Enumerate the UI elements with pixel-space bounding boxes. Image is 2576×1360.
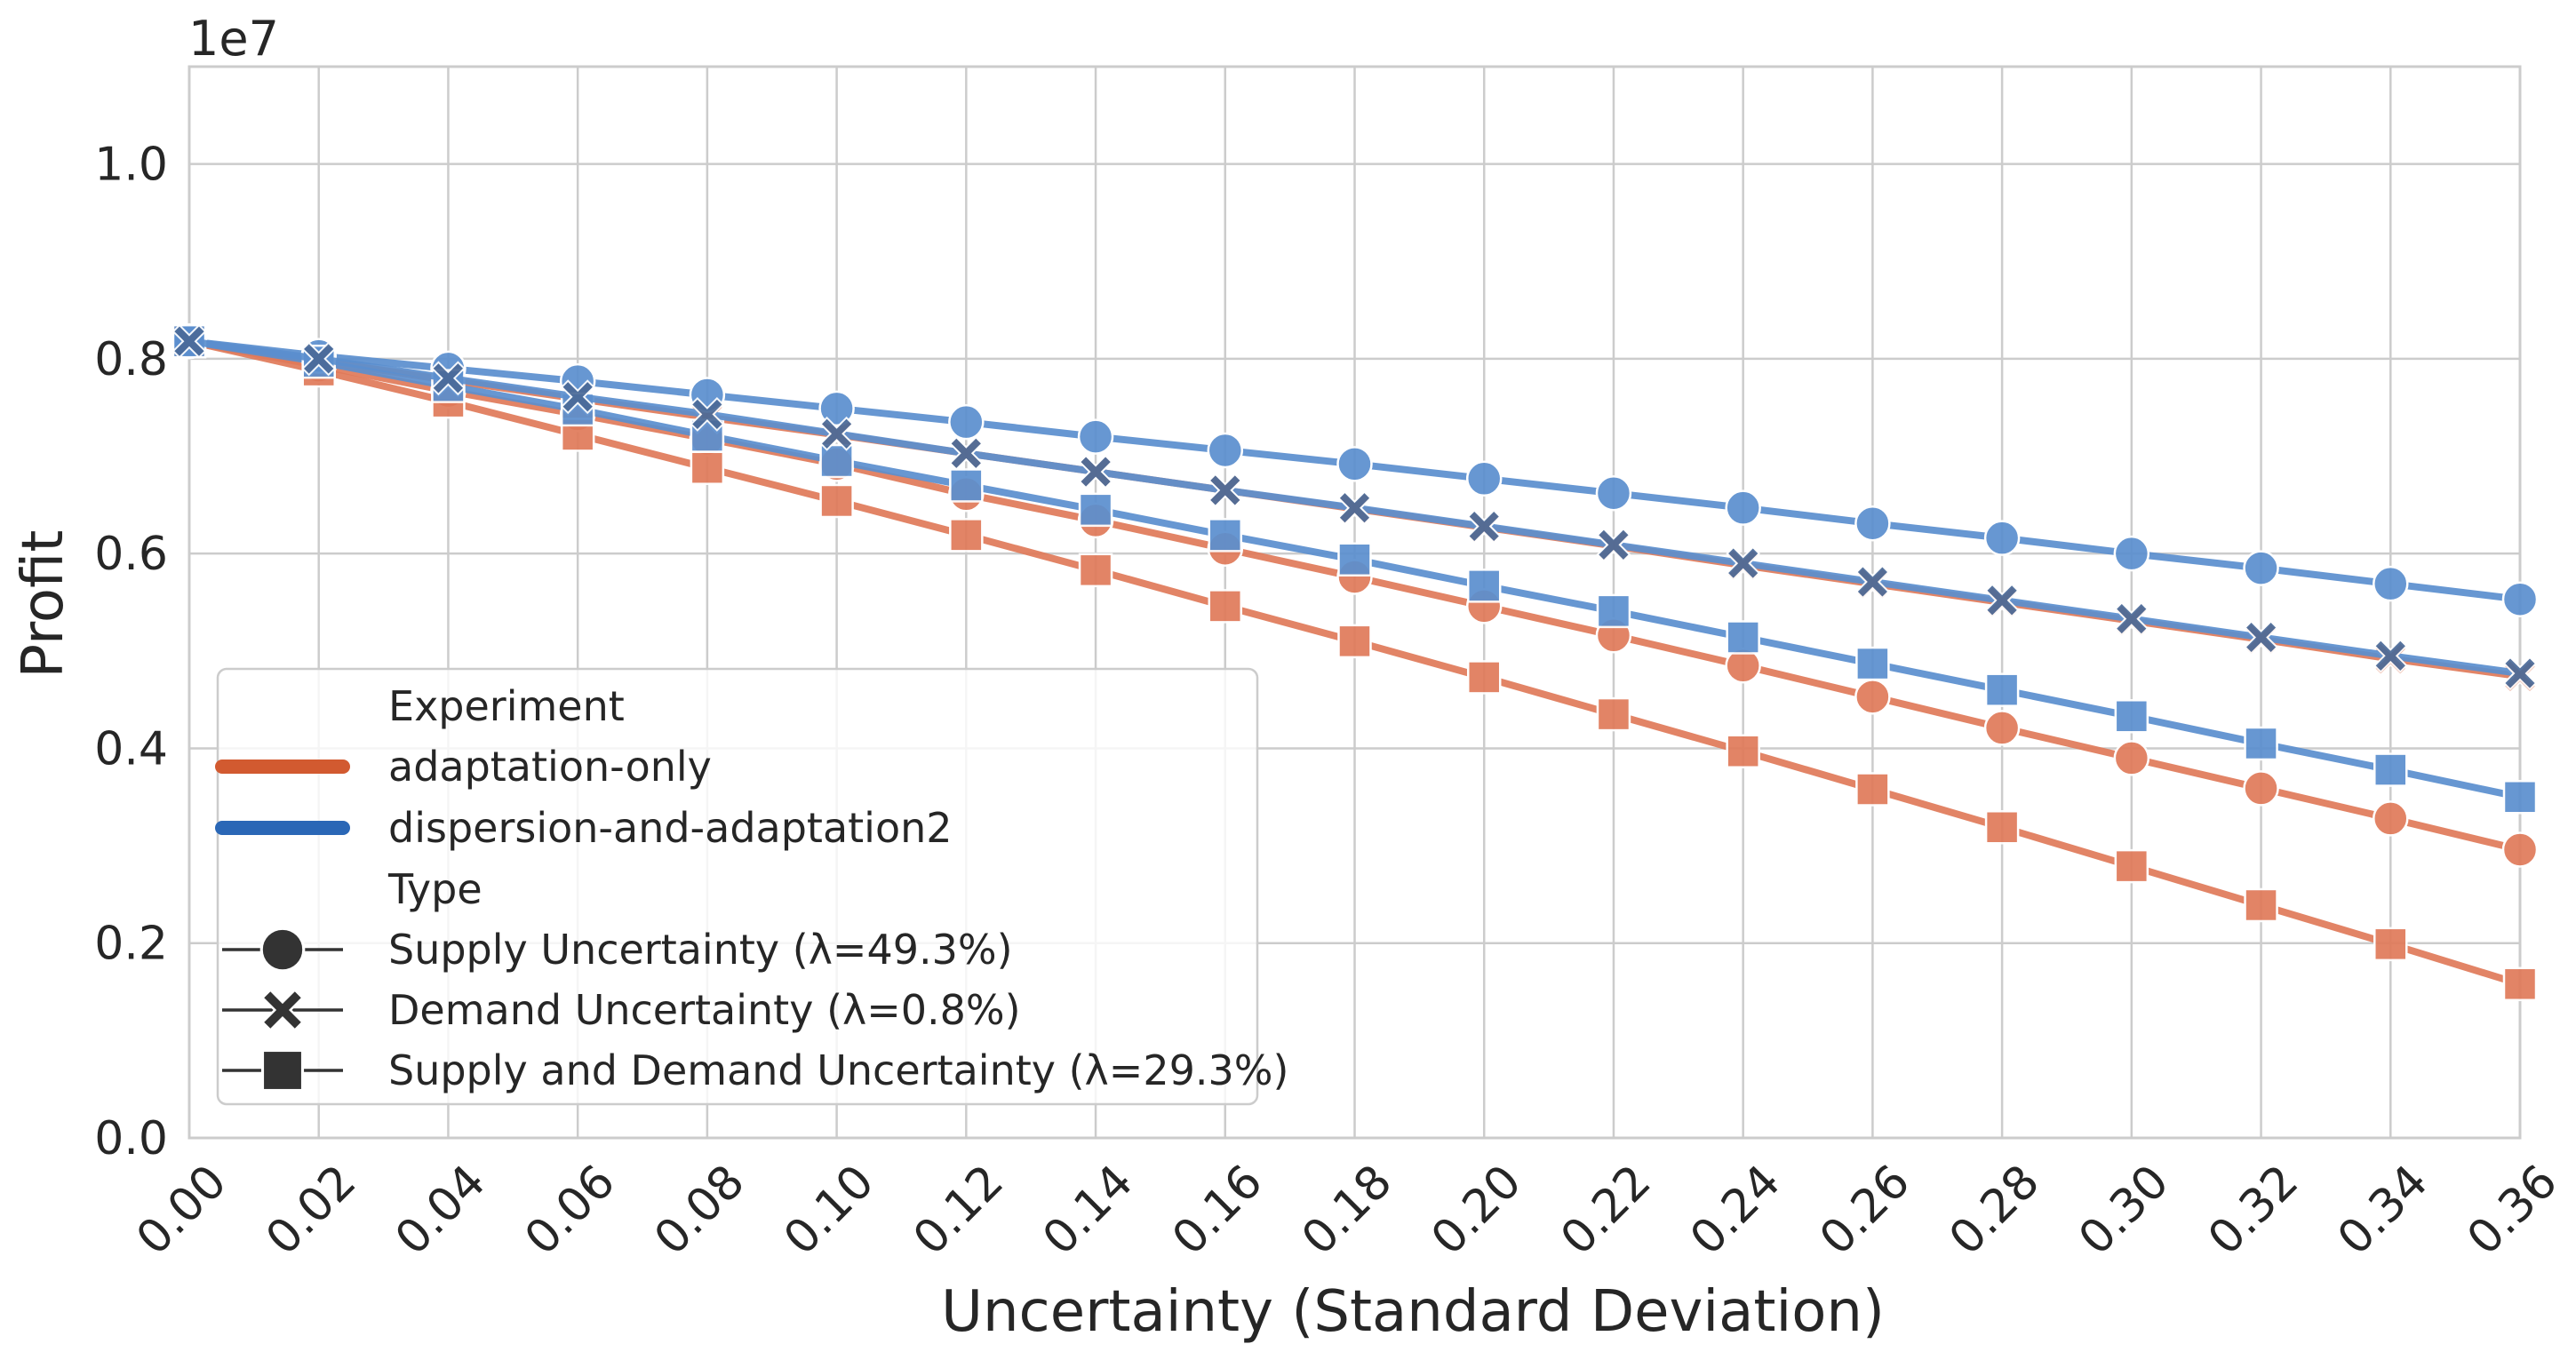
data-point-square bbox=[2114, 699, 2149, 734]
data-point-square bbox=[2502, 780, 2538, 815]
data-point-square bbox=[819, 443, 854, 479]
legend-label-adaptation-only: adaptation-only bbox=[388, 743, 712, 791]
data-point-x bbox=[430, 361, 466, 396]
data-point-square bbox=[949, 468, 984, 503]
legend-box bbox=[216, 667, 1259, 1106]
data-point-x bbox=[948, 435, 984, 471]
legend: Experiment adaptation-only dispersion-and-… bbox=[215, 667, 1288, 1106]
data-point-square bbox=[1726, 620, 1760, 655]
legend-title-type: Type bbox=[387, 865, 483, 913]
data-point-circle bbox=[2113, 535, 2150, 572]
data-point-circle bbox=[1077, 418, 1114, 455]
y-tick-label: 0.8 bbox=[94, 333, 168, 386]
data-point-circle bbox=[1725, 489, 1761, 526]
series-layer bbox=[171, 322, 2539, 1002]
data-point-square bbox=[1596, 696, 1631, 732]
data-point-x bbox=[1466, 509, 1502, 544]
data-point-circle bbox=[1465, 460, 1503, 497]
data-point-circle bbox=[2501, 831, 2539, 868]
x-axis-title: Uncertainty (Standard Deviation) bbox=[941, 1279, 1885, 1345]
y-tick-label: 0.0 bbox=[94, 1112, 168, 1165]
data-point-x bbox=[301, 341, 337, 377]
data-point-x bbox=[2502, 656, 2538, 691]
legend-title-experiment: Experiment bbox=[388, 682, 625, 730]
data-point-circle bbox=[1854, 679, 1891, 715]
data-point-circle bbox=[2243, 550, 2279, 586]
data-point-circle bbox=[1983, 710, 2021, 746]
data-point-square bbox=[949, 518, 984, 553]
data-point-circle bbox=[1854, 505, 1891, 542]
data-point-x bbox=[1208, 473, 1243, 508]
y-axis-title: Profit bbox=[11, 530, 76, 679]
data-point-square bbox=[1466, 660, 1502, 695]
data-point-square bbox=[1078, 553, 1113, 588]
data-point-x bbox=[1078, 454, 1113, 489]
data-point-square bbox=[2373, 927, 2408, 962]
data-point-square bbox=[1078, 492, 1113, 528]
data-point-x bbox=[2114, 601, 2149, 637]
data-point-circle bbox=[2243, 770, 2279, 807]
y-tick-label: 1.0 bbox=[94, 139, 168, 192]
data-point-square bbox=[1208, 589, 1243, 624]
legend-label-type-square: Supply and Demand Uncertainty (λ=29.3%) bbox=[388, 1046, 1288, 1094]
data-point-circle bbox=[2113, 740, 2150, 776]
data-point-square bbox=[2502, 966, 2538, 1002]
data-point-square bbox=[2244, 887, 2278, 923]
data-point-circle bbox=[2501, 581, 2539, 617]
data-point-square bbox=[1855, 646, 1890, 681]
data-point-x bbox=[1984, 583, 2020, 618]
legend-label-type-x: Demand Uncertainty (λ=0.8%) bbox=[388, 986, 1021, 1034]
data-point-circle bbox=[948, 403, 985, 441]
legend-marker-square bbox=[260, 1048, 305, 1093]
legend-marker-circle bbox=[259, 927, 306, 973]
data-point-circle bbox=[1595, 474, 1632, 512]
data-point-square bbox=[2114, 848, 2149, 884]
data-point-circle bbox=[1983, 520, 2021, 556]
data-point-square bbox=[1596, 593, 1631, 629]
data-point-circle bbox=[2373, 800, 2409, 837]
data-point-x bbox=[1596, 527, 1631, 562]
data-point-x bbox=[1337, 490, 1372, 526]
data-point-square bbox=[1208, 518, 1243, 553]
data-point-square bbox=[1726, 734, 1760, 768]
y-tick-label: 0.2 bbox=[94, 918, 168, 971]
y-tick-label: 0.6 bbox=[94, 528, 168, 581]
data-point-x bbox=[1854, 564, 1890, 600]
data-point-circle bbox=[1207, 432, 1244, 469]
data-point-x bbox=[560, 379, 595, 415]
y-tick-labels: 0.0 0.2 0.4 0.6 0.8 1.0 bbox=[94, 139, 168, 1165]
series-dispersion-and-adaptation2-x bbox=[171, 323, 2538, 691]
data-point-square bbox=[1337, 542, 1372, 577]
legend-marker-x bbox=[260, 988, 305, 1032]
data-point-x bbox=[819, 416, 855, 451]
legend-label-type-circle: Supply Uncertainty (λ=49.3%) bbox=[388, 926, 1013, 974]
data-point-square bbox=[819, 483, 854, 519]
data-point-x bbox=[1726, 545, 1761, 581]
data-point-square bbox=[690, 450, 725, 485]
data-point-circle bbox=[2373, 565, 2409, 602]
data-point-square bbox=[1466, 569, 1502, 603]
data-point-square bbox=[1337, 624, 1372, 659]
data-point-circle bbox=[818, 390, 855, 427]
y-tick-label: 0.4 bbox=[94, 722, 168, 775]
data-point-square bbox=[2244, 726, 2278, 761]
data-point-square bbox=[1855, 772, 1890, 807]
data-point-x bbox=[690, 396, 725, 432]
series-dispersion-and-adaptation2-circle bbox=[171, 322, 2539, 617]
data-point-circle bbox=[1336, 446, 1373, 482]
data-point-square bbox=[1984, 672, 2020, 707]
legend-label-dispersion-and-adaptation2: dispersion-and-adaptation2 bbox=[388, 804, 953, 852]
data-point-square bbox=[1984, 810, 2020, 845]
data-point-square bbox=[2373, 752, 2408, 787]
data-point-x bbox=[2244, 620, 2279, 655]
data-point-x bbox=[171, 323, 207, 359]
y-offset-label: 1e7 bbox=[188, 11, 279, 67]
data-point-x bbox=[2373, 638, 2408, 673]
